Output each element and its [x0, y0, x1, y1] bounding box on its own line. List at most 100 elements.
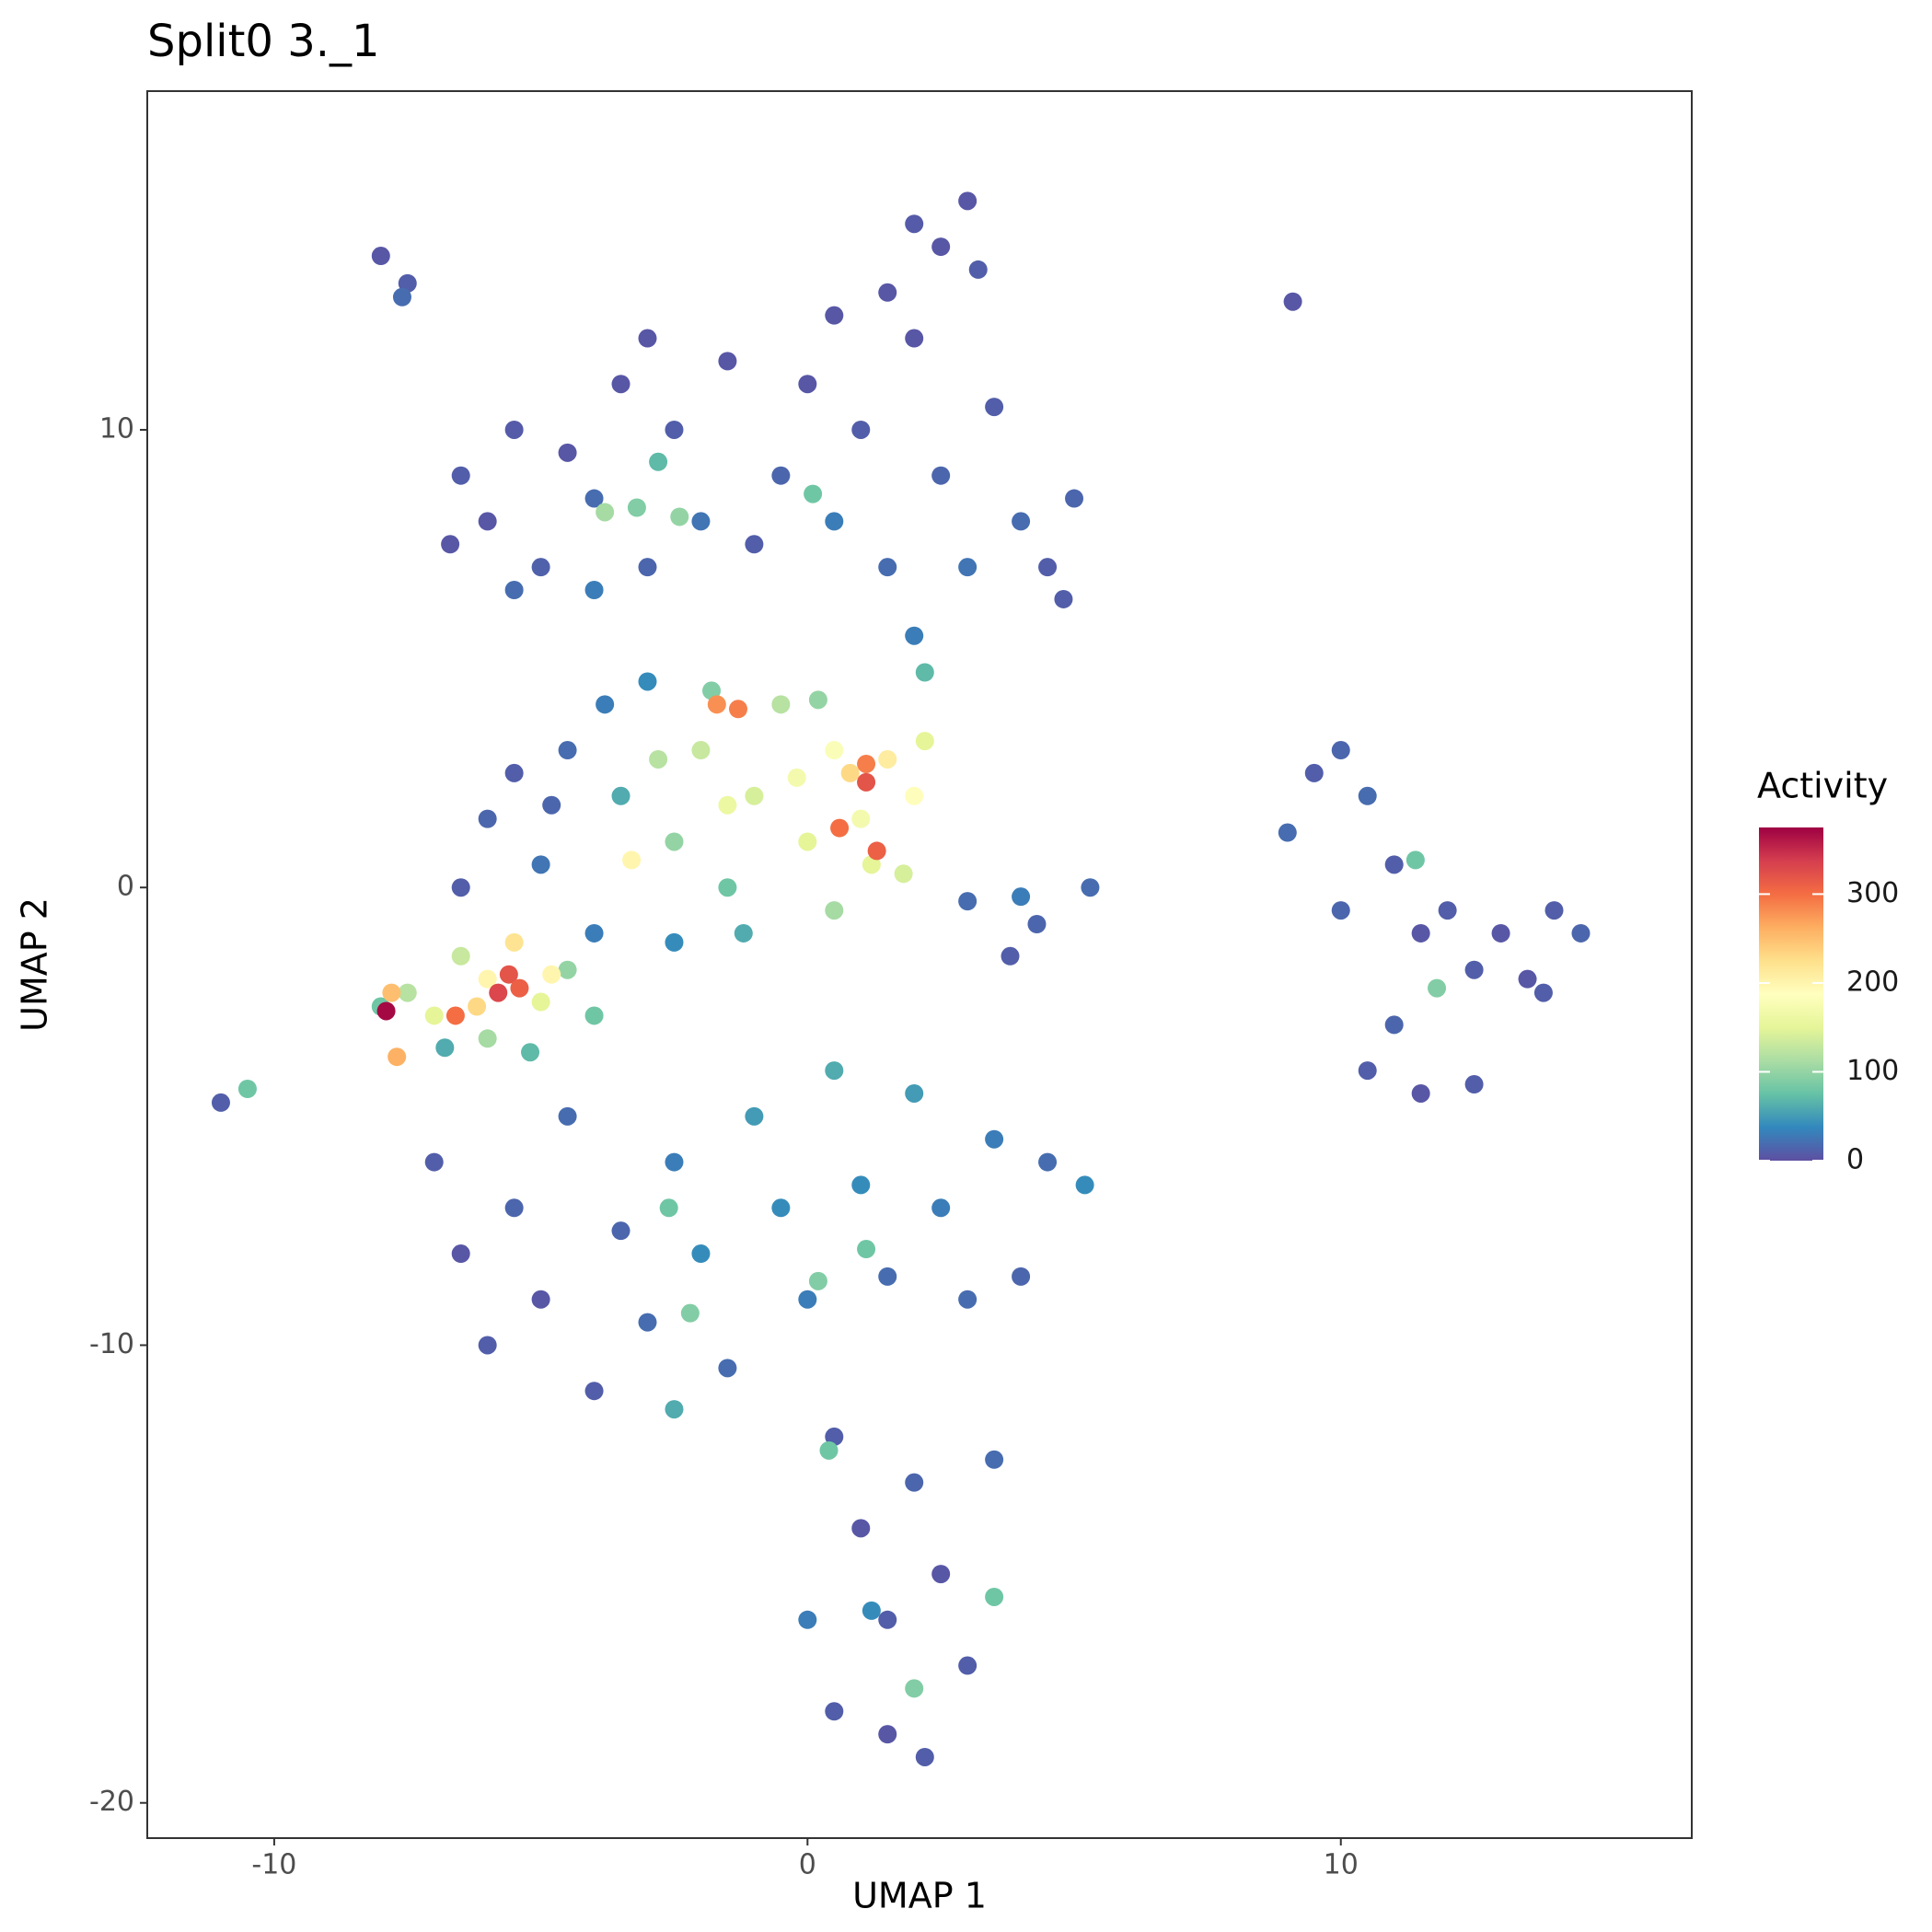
point	[825, 306, 844, 325]
point	[584, 489, 604, 508]
point	[1358, 1061, 1377, 1081]
point	[441, 535, 460, 554]
point	[558, 443, 577, 462]
point	[745, 535, 764, 554]
point	[371, 247, 390, 266]
point	[787, 768, 806, 787]
point	[445, 1006, 465, 1025]
colorbar-tick-label: 0	[1846, 1144, 1864, 1176]
point	[862, 1601, 881, 1620]
point	[915, 1747, 934, 1766]
point	[905, 1473, 924, 1492]
point	[478, 512, 497, 531]
point	[878, 283, 897, 302]
point	[1012, 887, 1031, 907]
point	[968, 260, 988, 279]
point	[388, 1047, 407, 1067]
point	[558, 960, 577, 979]
point	[1411, 1083, 1430, 1103]
point	[558, 1106, 577, 1126]
point	[392, 287, 411, 307]
point	[905, 1083, 924, 1103]
point	[707, 695, 726, 714]
point	[584, 1006, 604, 1025]
point	[1001, 946, 1020, 966]
point	[1081, 878, 1100, 897]
point	[531, 1290, 550, 1309]
point	[851, 1175, 871, 1195]
point	[435, 1038, 455, 1058]
point	[808, 690, 827, 710]
point	[611, 375, 631, 394]
point	[478, 1029, 497, 1048]
point	[1331, 741, 1350, 760]
point	[958, 892, 978, 911]
point	[851, 809, 871, 828]
point	[451, 878, 470, 897]
point	[718, 795, 737, 815]
point	[376, 1001, 396, 1021]
legend-title: Activity	[1757, 766, 1888, 806]
point	[878, 558, 897, 577]
point	[691, 512, 711, 531]
point	[825, 1061, 844, 1081]
point	[531, 855, 550, 874]
point	[1438, 901, 1457, 920]
point	[1278, 823, 1297, 842]
y-axis-label: UMAP 2	[15, 897, 55, 1032]
point	[398, 983, 417, 1002]
point	[665, 1152, 684, 1172]
point	[819, 1440, 839, 1460]
point	[504, 763, 524, 782]
point	[665, 420, 684, 439]
point	[878, 1610, 897, 1629]
point	[611, 1221, 631, 1241]
point	[504, 420, 524, 439]
point	[804, 484, 823, 503]
point	[915, 732, 934, 751]
point	[1406, 850, 1425, 870]
point	[558, 741, 577, 760]
point	[1012, 512, 1031, 531]
point	[867, 841, 886, 861]
point	[1491, 923, 1510, 943]
point	[584, 923, 604, 943]
point	[542, 965, 561, 984]
point	[468, 997, 487, 1016]
point	[798, 832, 817, 851]
point	[771, 466, 791, 485]
point	[985, 1450, 1004, 1469]
point	[670, 507, 689, 526]
point	[542, 795, 561, 815]
colorbar-tick-label: 300	[1846, 877, 1899, 909]
point	[840, 763, 860, 782]
point	[985, 1129, 1004, 1149]
point	[665, 932, 684, 952]
point	[531, 558, 550, 577]
point	[798, 1290, 817, 1309]
point	[1533, 983, 1553, 1002]
chart-title: Split0 3._1	[147, 16, 380, 67]
point	[857, 754, 876, 773]
point	[958, 558, 978, 577]
point	[504, 581, 524, 600]
point	[1428, 978, 1447, 998]
point	[905, 626, 924, 645]
point	[521, 1043, 540, 1062]
point	[825, 512, 844, 531]
point	[878, 1267, 897, 1286]
point	[745, 786, 764, 805]
point	[382, 983, 401, 1002]
point	[424, 1006, 444, 1025]
point	[798, 1610, 817, 1629]
x-tick-label: -10	[251, 1849, 296, 1881]
point	[691, 741, 711, 760]
point	[851, 1519, 871, 1538]
point	[894, 864, 913, 884]
point	[211, 1093, 230, 1112]
point	[905, 214, 924, 234]
point	[680, 1303, 700, 1323]
point	[451, 1244, 470, 1264]
point	[931, 466, 951, 485]
